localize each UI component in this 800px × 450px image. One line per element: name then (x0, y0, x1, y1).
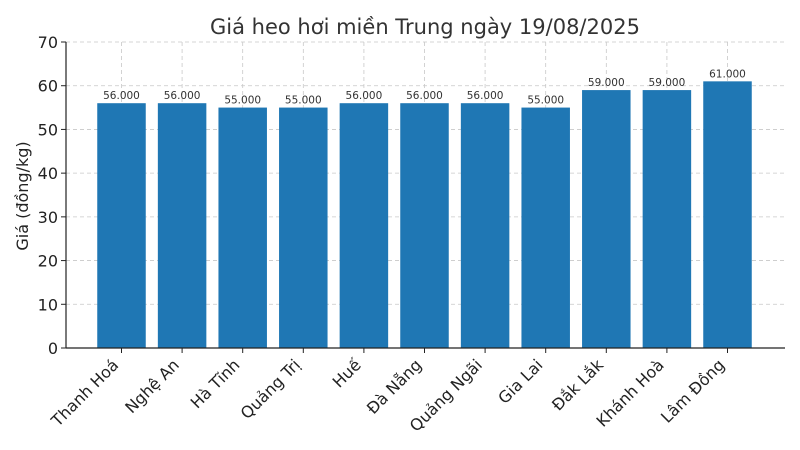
x-tick-label: Đà Nẵng (363, 355, 425, 417)
x-tick-label: Huế (329, 355, 365, 391)
bar (521, 107, 570, 348)
bar-value-label: 59.000 (649, 77, 686, 89)
bar-value-label: 55.000 (527, 95, 564, 107)
y-tick-label: 30 (38, 208, 58, 227)
x-tick-label: Quảng Trị (237, 355, 304, 422)
bar (400, 103, 449, 348)
bar-value-label: 56.000 (467, 90, 504, 102)
x-tick-label: Thanh Hoá (47, 355, 122, 430)
y-tick-label: 70 (38, 33, 58, 52)
bar-value-label: 56.000 (164, 90, 201, 102)
y-tick-label: 40 (38, 164, 58, 183)
bar (582, 90, 631, 348)
y-axis-label: Giá (đồng/kg) (13, 141, 32, 250)
bar-value-label: 56.000 (406, 90, 443, 102)
bar (157, 103, 207, 348)
y-tick-label: 10 (38, 295, 58, 314)
bar-value-label: 55.000 (224, 95, 261, 107)
x-tick-label: Hà Tĩnh (187, 355, 244, 412)
x-tick-label: Đắk Lắk (548, 355, 608, 415)
y-tick-label: 20 (38, 252, 58, 271)
x-tick-label: Lâm Đồng (657, 355, 728, 426)
bars (97, 81, 752, 348)
y-tick-label: 50 (38, 120, 58, 139)
bar-value-label: 56.000 (346, 90, 383, 102)
bar (97, 103, 146, 348)
bar (279, 107, 328, 348)
bar (703, 81, 752, 348)
bar-value-label: 61.000 (709, 68, 746, 80)
chart-title: Giá heo hơi miền Trung ngày 19/08/2025 (210, 15, 640, 39)
x-tick-label: Nghệ An (121, 355, 183, 417)
y-tick-label: 60 (38, 77, 58, 96)
bar (339, 103, 389, 348)
bar-value-label: 56.000 (103, 90, 140, 102)
x-tick-label: Gia Lai (494, 355, 546, 407)
bar (460, 103, 510, 348)
axes (61, 41, 785, 353)
bar (218, 107, 267, 348)
y-tick-label: 0 (48, 339, 58, 358)
bar-value-label: 59.000 (588, 77, 625, 89)
bar (642, 90, 692, 348)
bar-value-label: 55.000 (285, 95, 322, 107)
